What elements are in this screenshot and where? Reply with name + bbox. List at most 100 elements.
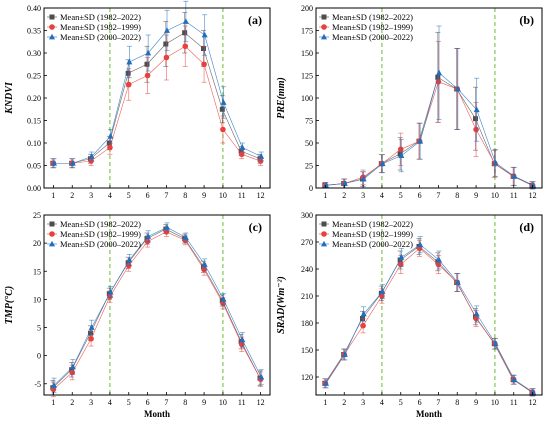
data-point bbox=[145, 233, 152, 239]
data-point bbox=[164, 27, 171, 33]
data-point bbox=[220, 126, 226, 133]
series-line bbox=[325, 247, 533, 393]
data-point bbox=[126, 256, 133, 263]
data-point bbox=[398, 152, 405, 158]
legend-marker bbox=[49, 14, 55, 20]
y-axis-label: PRE(mm) bbox=[276, 77, 287, 119]
panel-1: 1 2 3 4 5 6 7 8 9 10 11 120255075100125150175200PRE… bbox=[276, 4, 543, 200]
data-point bbox=[397, 146, 404, 153]
x-tick-label: 10 bbox=[219, 191, 227, 200]
y-tick-label: 5 bbox=[37, 324, 41, 333]
data-point bbox=[88, 153, 95, 159]
data-point bbox=[88, 335, 94, 342]
series-line bbox=[325, 244, 534, 393]
data-point bbox=[69, 159, 76, 166]
x-tick-label: 9 bbox=[202, 191, 206, 200]
x-tick-label: 3 bbox=[89, 191, 93, 200]
data-point bbox=[435, 261, 442, 268]
x-tick-label: 1 bbox=[51, 398, 55, 407]
data-point bbox=[360, 310, 367, 317]
data-point bbox=[201, 261, 208, 267]
series-line bbox=[53, 227, 262, 386]
legend-label: Mean±SD (1982–2022) bbox=[60, 12, 141, 22]
legend-label: Mean±SD (1982–2022) bbox=[332, 219, 413, 229]
x-tick-label: 4 bbox=[380, 191, 384, 200]
y-tick-label: 0.20 bbox=[27, 94, 41, 103]
y-tick-label: 300 bbox=[301, 211, 313, 220]
x-tick-label: 1 bbox=[323, 398, 327, 407]
data-point bbox=[220, 296, 227, 302]
data-point bbox=[51, 382, 58, 388]
y-tick-label: 0.10 bbox=[27, 139, 41, 148]
data-point bbox=[492, 340, 499, 347]
x-tick-label: 12 bbox=[257, 398, 265, 407]
legend: Mean±SD (1982–2022)Mean±SD (1982–1999)Me… bbox=[319, 219, 413, 249]
panel-label: (d) bbox=[519, 220, 534, 234]
legend-marker bbox=[49, 33, 55, 40]
x-tick-label: 12 bbox=[529, 191, 537, 200]
y-tick-label: 175 bbox=[301, 27, 313, 36]
legend: Mean±SD (1982–2022)Mean±SD (1982–1999)Me… bbox=[47, 219, 141, 249]
data-point bbox=[164, 224, 171, 230]
legend-marker bbox=[321, 221, 327, 227]
x-tick-label: 2 bbox=[70, 191, 74, 200]
data-point bbox=[472, 116, 478, 122]
plot-frame bbox=[315, 214, 543, 396]
data-point bbox=[397, 261, 404, 268]
y-tick-label: 200 bbox=[301, 4, 313, 13]
x-tick-label: 5 bbox=[399, 191, 403, 200]
legend-label: Mean±SD (1982–2022) bbox=[332, 12, 413, 22]
data-point bbox=[360, 322, 366, 329]
legend: Mean±SD (1982–2022)Mean±SD (1982–1999)Me… bbox=[319, 12, 413, 42]
x-tick-label: 8 bbox=[183, 398, 187, 407]
data-point bbox=[88, 324, 95, 330]
data-point bbox=[200, 46, 206, 51]
data-point bbox=[239, 144, 246, 150]
legend-marker bbox=[321, 231, 327, 237]
x-tick-label: 12 bbox=[529, 398, 537, 407]
y-tick-label: 0.30 bbox=[27, 49, 41, 58]
x-tick-label: 10 bbox=[491, 191, 499, 200]
data-point bbox=[341, 351, 348, 357]
x-tick-label: 2 bbox=[70, 398, 74, 407]
legend-marker bbox=[321, 240, 327, 247]
x-tick-label: 7 bbox=[164, 191, 168, 200]
legend-label: Mean±SD (2000–2022) bbox=[332, 239, 413, 249]
legend-label: Mean±SD (1982–1999) bbox=[60, 229, 141, 239]
x-tick-label: 3 bbox=[89, 398, 93, 407]
y-tick-label: 150 bbox=[301, 346, 313, 355]
y-tick-label: 100 bbox=[301, 94, 313, 103]
data-point bbox=[473, 126, 479, 133]
y-axis-label: KNDVI bbox=[4, 81, 15, 115]
data-point bbox=[379, 293, 385, 299]
series-line bbox=[325, 72, 534, 186]
data-point bbox=[201, 266, 207, 273]
x-axis-label: Month bbox=[416, 409, 442, 419]
data-point bbox=[107, 132, 114, 139]
x-tick-label: 4 bbox=[380, 398, 384, 407]
data-point bbox=[398, 254, 405, 260]
data-point bbox=[238, 341, 245, 348]
data-point bbox=[417, 241, 424, 248]
legend-marker bbox=[49, 24, 55, 30]
data-point bbox=[107, 288, 114, 295]
data-point bbox=[323, 182, 330, 188]
y-tick-label: 180 bbox=[301, 319, 313, 328]
data-point bbox=[201, 61, 207, 68]
x-tick-label: 3 bbox=[361, 191, 365, 200]
series-line bbox=[54, 21, 262, 164]
data-point bbox=[473, 106, 480, 113]
data-point bbox=[144, 238, 151, 245]
panel-label: (b) bbox=[519, 13, 534, 27]
y-tick-label: -5 bbox=[34, 380, 41, 389]
x-tick-label: 6 bbox=[146, 191, 150, 200]
series-line bbox=[53, 45, 261, 164]
x-tick-label: 11 bbox=[238, 191, 246, 200]
y-tick-label: 120 bbox=[301, 373, 313, 382]
legend: Mean±SD (1982–2022)Mean±SD (1982–1999)Me… bbox=[47, 12, 141, 42]
legend-marker bbox=[321, 24, 327, 30]
y-tick-label: 210 bbox=[301, 292, 313, 301]
data-point bbox=[163, 54, 170, 61]
series-line bbox=[324, 246, 533, 393]
